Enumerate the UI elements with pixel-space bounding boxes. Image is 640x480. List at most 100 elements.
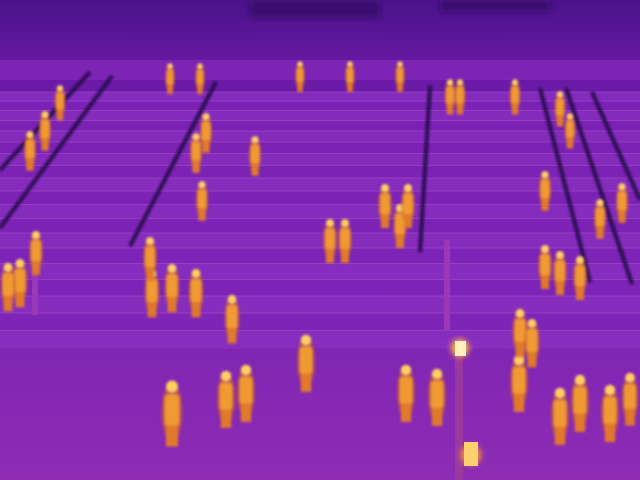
person-head — [541, 171, 549, 179]
person — [195, 181, 209, 221]
stair-step — [0, 248, 640, 264]
person-head — [166, 380, 178, 393]
person-head — [404, 184, 412, 192]
person-body — [603, 396, 617, 425]
person-legs — [446, 103, 454, 115]
person-head — [511, 79, 519, 86]
person — [600, 384, 620, 442]
person — [570, 374, 590, 432]
person-legs — [202, 140, 210, 153]
person-legs — [431, 407, 443, 426]
person-body — [219, 382, 233, 411]
person-legs — [556, 115, 564, 127]
person-head — [56, 85, 64, 92]
person-legs — [381, 214, 389, 228]
person-head — [192, 133, 200, 141]
person-head — [300, 334, 312, 346]
person — [143, 237, 157, 281]
person-head — [541, 245, 549, 253]
person-legs — [41, 138, 49, 151]
railing — [538, 87, 592, 283]
stair-step — [0, 142, 640, 154]
person-head — [3, 262, 13, 272]
stair-step — [0, 204, 640, 219]
stair-step — [0, 218, 640, 233]
person-body — [512, 366, 526, 395]
person-head — [400, 364, 412, 376]
person-head — [326, 219, 334, 227]
stair-step — [0, 296, 640, 313]
person-head — [15, 258, 25, 268]
person-head — [26, 131, 34, 139]
person — [165, 63, 175, 95]
person-body — [380, 193, 390, 215]
person-head — [146, 237, 154, 245]
person-head — [576, 256, 584, 264]
person — [454, 79, 466, 115]
railing — [564, 87, 634, 285]
person — [338, 219, 352, 263]
person — [395, 61, 405, 93]
person-legs — [251, 163, 259, 176]
person-body — [164, 394, 180, 427]
person-legs — [15, 291, 25, 308]
person — [538, 171, 552, 211]
stair-step — [0, 120, 640, 131]
person-legs — [576, 286, 584, 300]
person — [378, 184, 392, 228]
people — [0, 61, 639, 447]
person-head — [625, 372, 635, 383]
person — [621, 372, 639, 426]
person-legs — [26, 158, 34, 171]
person-body — [624, 383, 636, 410]
person-legs — [147, 301, 157, 318]
person — [427, 368, 447, 426]
person-body — [573, 386, 587, 415]
person — [509, 79, 521, 115]
person-legs — [554, 426, 566, 445]
person-head — [596, 199, 604, 207]
person — [615, 183, 629, 223]
person-legs — [341, 249, 349, 263]
person-body — [2, 272, 14, 297]
person — [401, 184, 415, 228]
person-head — [240, 364, 252, 376]
person-legs — [400, 403, 412, 422]
person-legs — [56, 109, 64, 121]
person-body — [325, 228, 335, 250]
person-legs — [146, 267, 154, 281]
person-body — [553, 399, 567, 428]
person-body — [511, 86, 519, 104]
person-legs — [167, 296, 177, 313]
person-head — [381, 184, 389, 192]
person-head — [397, 61, 403, 67]
lamp — [455, 341, 466, 356]
stair-step — [0, 92, 640, 101]
person-body — [190, 278, 202, 303]
person — [573, 256, 587, 300]
person — [12, 258, 28, 308]
person-head — [556, 251, 564, 259]
person-head — [347, 61, 353, 67]
person-legs — [541, 198, 549, 211]
person — [0, 262, 16, 312]
person — [296, 334, 316, 392]
person-head — [167, 63, 173, 69]
lamp-posts — [32, 235, 481, 480]
person-legs — [397, 82, 403, 93]
person-legs — [511, 103, 519, 115]
person — [199, 113, 213, 153]
person-body — [346, 67, 354, 83]
person-head — [197, 63, 203, 69]
stair-step — [0, 191, 640, 205]
person-head — [297, 61, 303, 67]
person-body — [514, 318, 526, 343]
person — [23, 131, 37, 171]
person-head — [251, 136, 259, 144]
person-legs — [625, 408, 635, 426]
person-head — [431, 368, 443, 380]
person-body — [456, 86, 464, 104]
person — [512, 308, 528, 358]
railing — [418, 85, 432, 253]
